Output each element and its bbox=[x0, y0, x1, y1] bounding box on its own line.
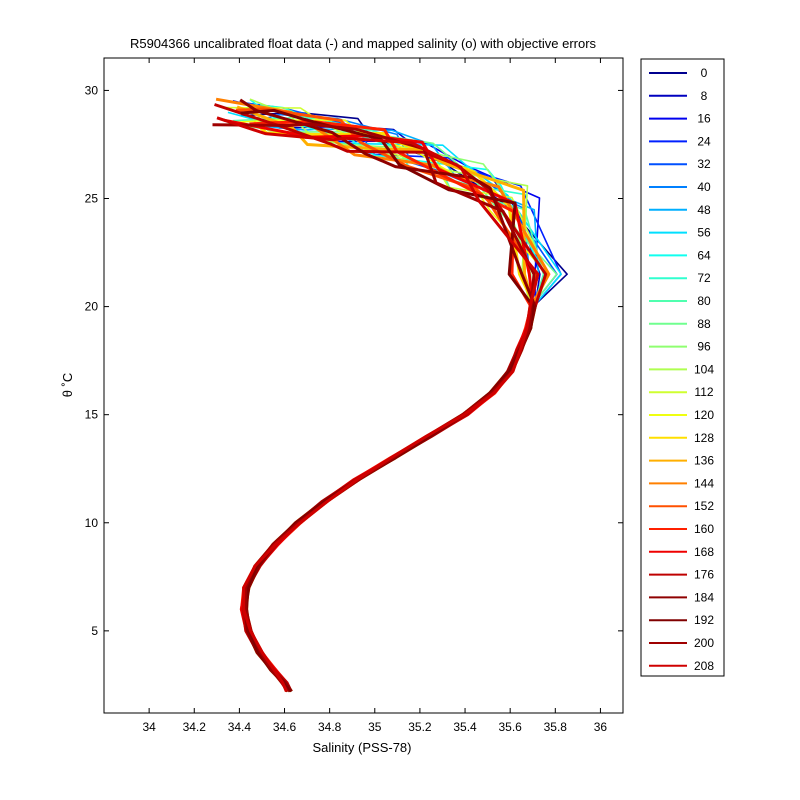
legend-label: 128 bbox=[694, 431, 714, 445]
y-tick-label: 30 bbox=[85, 83, 99, 97]
legend-label: 72 bbox=[697, 271, 711, 285]
x-tick-label: 34.8 bbox=[318, 720, 342, 734]
profile-line-56 bbox=[227, 111, 562, 692]
legend: 0 8 16 24 32 40 48 56 64 72 80 88 96 104 112 120 128 136 1… bbox=[640, 58, 725, 677]
x-tick-label: 36 bbox=[594, 720, 608, 734]
profile-line-24 bbox=[232, 100, 562, 692]
profile-line-208 bbox=[216, 116, 540, 692]
x-tick-label: 35.6 bbox=[498, 720, 522, 734]
y-tick-label: 20 bbox=[85, 300, 99, 314]
chart-title: R5904366 uncalibrated float data (-) and… bbox=[130, 36, 597, 51]
legend-label: 152 bbox=[694, 499, 714, 513]
legend-label: 40 bbox=[697, 180, 711, 194]
legend-label: 112 bbox=[694, 385, 713, 399]
legend-label: 96 bbox=[697, 340, 711, 354]
legend-label: 208 bbox=[694, 659, 714, 673]
y-tick-label: 10 bbox=[85, 516, 99, 530]
legend-label: 136 bbox=[694, 454, 714, 468]
x-tick-label: 35.4 bbox=[453, 720, 477, 734]
profile-line-32 bbox=[244, 102, 558, 692]
x-tick-label: 35.8 bbox=[544, 720, 568, 734]
legend-label: 104 bbox=[694, 362, 714, 376]
legend-label: 16 bbox=[697, 112, 711, 126]
legend-label: 80 bbox=[697, 294, 711, 308]
legend-label: 184 bbox=[694, 590, 714, 604]
y-tick-label: 5 bbox=[91, 624, 98, 638]
x-axis: 34 34.2 34.4 34.6 34.8 35 35.2 35.4 35.6 35.8 36 bbox=[142, 58, 607, 734]
profile-line-192 bbox=[240, 108, 535, 693]
x-tick-label: 34 bbox=[142, 720, 156, 734]
profile-line-152 bbox=[235, 107, 537, 692]
legend-label: 8 bbox=[701, 89, 708, 103]
x-tick-label: 34.6 bbox=[273, 720, 297, 734]
legend-label: 160 bbox=[694, 522, 714, 536]
x-tick-label: 35 bbox=[368, 720, 382, 734]
legend-label: 88 bbox=[697, 317, 711, 331]
legend-label: 56 bbox=[697, 226, 711, 240]
legend-label: 24 bbox=[697, 134, 711, 148]
profile-line-144 bbox=[215, 97, 551, 693]
x-axis-label: Salinity (PSS-78) bbox=[313, 740, 412, 755]
legend-label: 176 bbox=[694, 568, 714, 582]
x-tick-label: 34.2 bbox=[183, 720, 207, 734]
legend-box bbox=[640, 58, 725, 677]
profile-line-0 bbox=[240, 111, 568, 692]
legend-label: 64 bbox=[697, 248, 711, 262]
profile-lines bbox=[212, 97, 568, 693]
legend-label: 0 bbox=[701, 66, 708, 80]
x-tick-label: 35.2 bbox=[408, 720, 432, 734]
legend-label: 120 bbox=[694, 408, 714, 422]
legend-label: 168 bbox=[694, 545, 714, 559]
legend-label: 48 bbox=[697, 203, 711, 217]
y-tick-label: 25 bbox=[85, 192, 99, 206]
plot-area-frame bbox=[103, 57, 624, 714]
legend-label: 32 bbox=[697, 157, 711, 171]
legend-label: 144 bbox=[694, 476, 714, 490]
legend-label: 192 bbox=[694, 613, 714, 627]
y-axis-label: θ ˚C bbox=[60, 373, 75, 398]
legend-label: 200 bbox=[694, 636, 714, 650]
y-axis: 5 10 15 20 25 30 bbox=[85, 83, 623, 638]
y-tick-label: 15 bbox=[85, 408, 99, 422]
x-tick-label: 34.4 bbox=[228, 720, 252, 734]
